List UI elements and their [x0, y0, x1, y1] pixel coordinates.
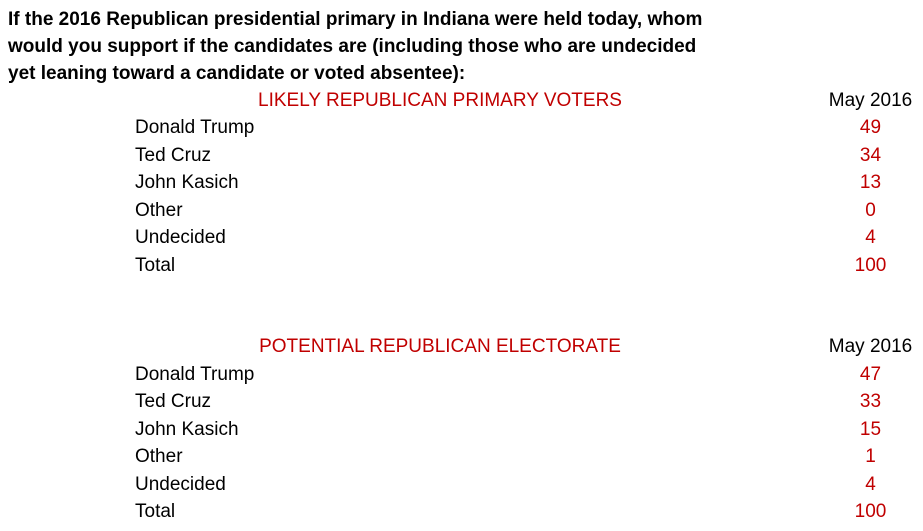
candidate-value: 15: [859, 418, 882, 440]
poll-question-line-1: If the 2016 Republican presidential prim…: [8, 9, 703, 30]
table-title: POTENTIAL REPUBLICAN ELECTORATE: [259, 336, 621, 358]
table-total-row: Total 100: [0, 252, 923, 280]
table-row: John Kasich 13: [0, 170, 923, 198]
candidate-value: 1: [865, 446, 876, 468]
table-row: Undecided 4: [0, 471, 923, 499]
table-likely-republican-primary-voters: LIKELY REPUBLICAN PRIMARY VOTERS May 201…: [0, 87, 923, 280]
section-divider-space: [0, 280, 923, 334]
candidate-label: Donald Trump: [135, 363, 255, 385]
candidate-value: 13: [859, 172, 882, 194]
column-header-date: May 2016: [828, 336, 913, 358]
candidate-value: 0: [865, 199, 876, 221]
table-title: LIKELY REPUBLICAN PRIMARY VOTERS: [258, 89, 622, 111]
table-row: Other 0: [0, 197, 923, 225]
total-value: 100: [854, 254, 887, 276]
total-value: 100: [854, 501, 887, 523]
table-row: Ted Cruz 33: [0, 389, 923, 417]
candidate-value: 4: [865, 227, 876, 249]
poll-question-line-2: would you support if the candidates are …: [8, 36, 697, 57]
table-total-row: Total 100: [0, 499, 923, 527]
candidate-value: 4: [865, 473, 876, 495]
candidate-value: 34: [859, 144, 882, 166]
column-header-date: May 2016: [828, 89, 913, 111]
poll-question-line-3: yet leaning toward a candidate or voted …: [8, 63, 466, 84]
candidate-label: Donald Trump: [135, 117, 255, 139]
candidate-label: Other: [135, 446, 183, 468]
table-header-row: POTENTIAL REPUBLICAN ELECTORATE May 2016: [0, 334, 923, 362]
total-label: Total: [135, 501, 176, 523]
candidate-value: 33: [859, 391, 882, 413]
poll-question: If the 2016 Republican presidential prim…: [0, 0, 923, 87]
candidate-label: John Kasich: [135, 418, 239, 440]
candidate-label: John Kasich: [135, 172, 239, 194]
table-row: Donald Trump 47: [0, 361, 923, 389]
table-row: Undecided 4: [0, 225, 923, 253]
candidate-label: Ted Cruz: [135, 144, 212, 166]
table-header-row: LIKELY REPUBLICAN PRIMARY VOTERS May 201…: [0, 87, 923, 115]
candidate-label: Ted Cruz: [135, 391, 212, 413]
table-row: Other 1: [0, 444, 923, 472]
candidate-label: Undecided: [135, 473, 226, 495]
table-row: John Kasich 15: [0, 416, 923, 444]
candidate-label: Other: [135, 199, 183, 221]
table-potential-republican-electorate: POTENTIAL REPUBLICAN ELECTORATE May 2016…: [0, 334, 923, 527]
candidate-label: Undecided: [135, 227, 226, 249]
candidate-value: 47: [859, 363, 882, 385]
total-label: Total: [135, 254, 176, 276]
candidate-value: 49: [859, 117, 882, 139]
table-row: Donald Trump 49: [0, 115, 923, 143]
table-row: Ted Cruz 34: [0, 142, 923, 170]
